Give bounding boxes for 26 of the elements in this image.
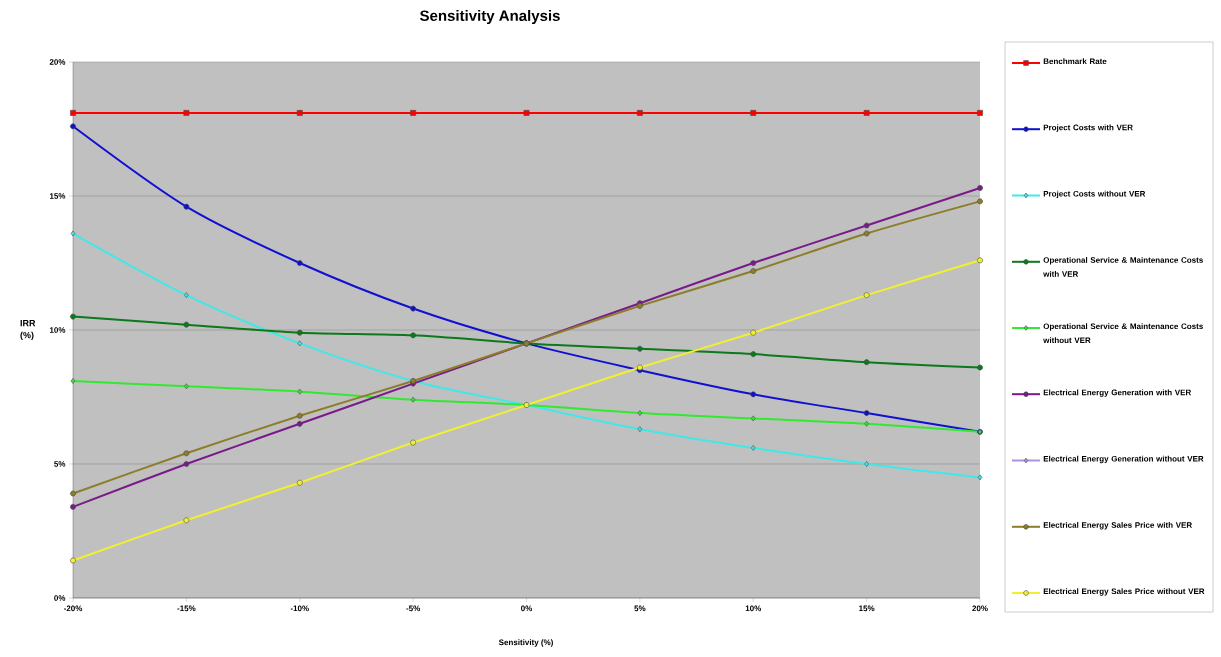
legend-label: Project Costs without VER [1043, 190, 1146, 199]
legend-label: Project Costs with VER [1043, 124, 1133, 132]
legend-label: Operational Service & Maintenance Costs with VER [1043, 256, 1203, 277]
y-tick-label: 10% [49, 327, 66, 333]
x-tick-label: 10% [745, 605, 762, 612]
legend-label: Electrical Energy Sales Price with VER [1043, 521, 1192, 530]
legend-label: Operational Service & Maintenance Costs without VER [1043, 323, 1203, 344]
x-tick-label: 15% [859, 605, 875, 612]
y-tick-label: 0% [54, 595, 66, 601]
x-tick-label: -5% [406, 605, 421, 612]
x-tick-label: 5% [634, 605, 646, 612]
x-tick-label: -20% [63, 605, 83, 612]
legend-label: Electrical Energy Sales Price without VER [1043, 588, 1205, 596]
x-tick-label: -15% [177, 605, 196, 612]
x-tick-label: -10% [290, 605, 309, 612]
x-axis-title: Sensitivity (%) [498, 639, 553, 647]
y-axis-title: IRR (%) [20, 319, 36, 341]
legend-label: Electrical Energy Generation without VER [1043, 455, 1204, 464]
y-tick-label: 15% [49, 193, 66, 199]
x-tick-label: 0% [521, 605, 533, 612]
y-tick-label: 20% [49, 59, 66, 65]
x-tick-label: 20% [972, 605, 988, 612]
legend-label: Benchmark Rate [1043, 58, 1107, 65]
chart-title: Sensitivity Analysis [420, 10, 560, 24]
legend-label: Electrical Energy Generation with VER [1043, 389, 1192, 397]
y-tick-label: 5% [54, 461, 66, 467]
